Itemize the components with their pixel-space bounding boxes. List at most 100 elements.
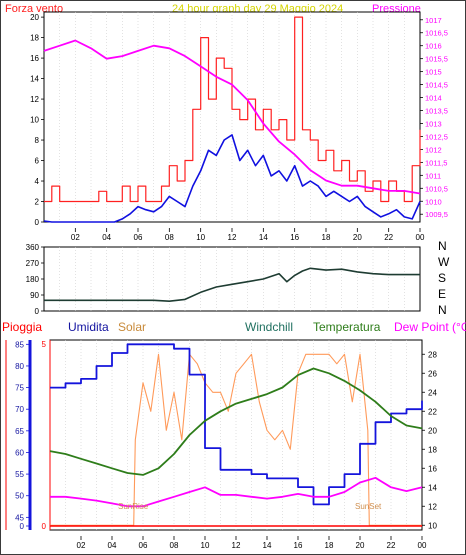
- temp-ytick-label: 20: [428, 426, 437, 435]
- pressure-ytick-label: 1012: [425, 145, 442, 154]
- thermo-xtick-label: 18: [325, 541, 334, 550]
- pressure-ytick-label: 1011,5: [425, 158, 447, 167]
- wind-xtick-label: 10: [196, 233, 205, 242]
- compass-s: S: [438, 271, 447, 285]
- temp-ytick-label: 12: [428, 502, 437, 511]
- temp-ytick-label: 24: [428, 388, 437, 397]
- wind-xtick-label: 02: [71, 233, 80, 242]
- thermo-xtick-label: 08: [170, 541, 179, 550]
- pressure-ytick-label: 1017: [425, 16, 442, 25]
- thermo-plot-area: [49, 339, 423, 531]
- wind-xtick-label: 22: [384, 233, 393, 242]
- direction-ytick-label: 270: [26, 259, 40, 268]
- thermo-xtick-label: 02: [77, 541, 86, 550]
- solar-line: [50, 353, 422, 526]
- wind-xtick-label: 08: [165, 233, 174, 242]
- temp-ytick-label: 10: [428, 521, 437, 530]
- thermo-xtick-label: 06: [139, 541, 148, 550]
- humidity-ytick-label: 60: [15, 448, 24, 457]
- wind-ytick-label: 10: [30, 116, 39, 125]
- direction-ytick-label: 90: [30, 291, 39, 300]
- humidity-ytick-label: 75: [15, 384, 24, 393]
- solar-title: Solar: [118, 320, 147, 334]
- temp-ytick-label: 26: [428, 369, 437, 378]
- direction-ytick-label: 360: [26, 243, 40, 252]
- wind-ytick-label: 12: [30, 95, 39, 104]
- humidity-ytick-label: 45: [15, 513, 24, 522]
- pressure-ytick-label: 1016,5: [425, 29, 448, 38]
- pressure-ytick-label: 1011: [425, 171, 441, 180]
- wind-xtick-label: 14: [259, 233, 268, 242]
- wind-ytick-label: 6: [35, 157, 40, 166]
- thermo-xtick-label: 14: [263, 541, 272, 550]
- temp-ytick-label: 14: [428, 483, 437, 492]
- pressure-ytick-label: 1014,5: [425, 81, 448, 90]
- thermo-xtick-label: 12: [232, 541, 241, 550]
- thermo-xtick-label: 00: [418, 541, 427, 550]
- temp-ytick-label: 28: [428, 350, 437, 359]
- compass-w: W: [438, 255, 450, 269]
- umidita-title: Umidita: [68, 320, 109, 334]
- pressure-ytick-label: 1010,5: [425, 184, 448, 193]
- wind-xtick-label: 16: [290, 233, 299, 242]
- compass-e: E: [438, 287, 447, 301]
- compass-n-bottom: N: [438, 303, 447, 317]
- thermo-xtick-label: 22: [387, 541, 396, 550]
- thermo-xtick-label: 04: [108, 541, 117, 550]
- pressure-ytick-label: 1013,5: [425, 107, 448, 116]
- thermo-xtick-label: 10: [201, 541, 210, 550]
- humidity-ytick-label: 85: [15, 340, 24, 349]
- wind-ytick-label: 4: [35, 177, 40, 186]
- wind-ytick-label: 18: [30, 34, 39, 43]
- thermo-xtick-label: 20: [356, 541, 365, 550]
- humidity-ytick-label: 0: [20, 522, 25, 531]
- sunset-label: SunSet: [355, 502, 382, 511]
- wind-ytick-label: 14: [30, 75, 39, 84]
- temperatura-title: Temperatura: [313, 320, 381, 334]
- thermo-xtick-label: 16: [294, 541, 303, 550]
- wind-ytick-label: 20: [30, 13, 39, 22]
- wind-ytick-label: 0: [35, 218, 40, 227]
- pressure-line: [43, 39, 421, 195]
- pressure-ytick-label: 1012,5: [425, 132, 448, 141]
- humidity-line: [50, 343, 423, 506]
- humidity-ytick-label: 55: [15, 470, 24, 479]
- temperature-line: [49, 367, 423, 476]
- wind-ytick-label: 2: [35, 198, 40, 207]
- temp-ytick-label: 18: [428, 445, 437, 454]
- wind-xtick-label: 20: [353, 233, 362, 242]
- temp-ytick-label: 16: [428, 464, 437, 473]
- dewpoint-line: [50, 476, 423, 508]
- wind-ytick-label: 16: [30, 54, 39, 63]
- windchill-title: Windchill: [245, 320, 294, 334]
- pressure-ytick-label: 1010: [425, 197, 442, 206]
- humidity-ytick-label: 80: [15, 362, 24, 371]
- wind-xtick-label: 06: [134, 233, 143, 242]
- humidity-ytick-label: 65: [15, 427, 24, 436]
- rain-ytick-label: 0: [42, 522, 47, 531]
- pressure-ytick-label: 1015: [425, 68, 442, 77]
- wind-ytick-label: 8: [35, 136, 40, 145]
- wind-direction-line: [44, 267, 420, 302]
- wind-xtick-label: 12: [228, 233, 237, 242]
- pioggia-title: Pioggia: [2, 320, 43, 334]
- wind-xtick-label: 18: [322, 233, 331, 242]
- direction-ytick-label: 180: [26, 275, 40, 284]
- pressure-ytick-label: 1014: [425, 94, 442, 103]
- temp-ytick-label: 22: [428, 407, 437, 416]
- direction-ytick-label: 0: [35, 307, 40, 316]
- humidity-ytick-label: 70: [15, 405, 24, 414]
- wind-xtick-label: 04: [102, 233, 111, 242]
- sunrise-label: SunRise: [118, 502, 149, 511]
- humidity-ytick-label: 50: [15, 492, 24, 501]
- wind-average-line: [43, 134, 421, 223]
- rain-ytick-label: 5: [42, 340, 47, 349]
- wind-xtick-label: 00: [416, 233, 425, 242]
- pressure-ytick-label: 1009,5: [425, 210, 448, 219]
- pressure-ytick-label: 1016: [425, 42, 442, 51]
- dew-point-title: Dew Point (°C): [394, 320, 466, 334]
- pressure-ytick-label: 1015,5: [425, 55, 448, 64]
- wind-gust-line: [44, 16, 421, 203]
